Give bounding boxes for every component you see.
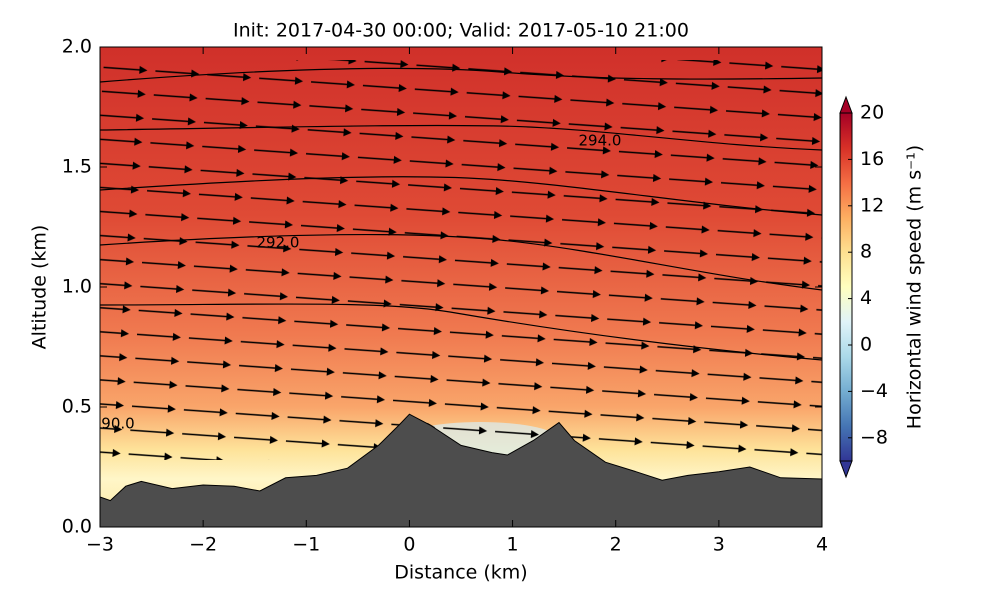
y-tick-label: 2.0: [62, 36, 92, 58]
x-tick-label: 4: [816, 534, 828, 556]
colorbar-tick-label: −8: [860, 426, 888, 448]
colorbar-label: Horizontal wind speed (m s⁻¹): [904, 145, 926, 429]
y-tick-label: 0.0: [62, 516, 92, 538]
colorbar-tick-label: 4: [860, 287, 872, 309]
x-tick-label: −1: [292, 534, 320, 556]
x-tick-label: −2: [189, 534, 217, 556]
colorbar-tick-label: 16: [860, 148, 884, 170]
contour-label: 90.0: [101, 415, 134, 433]
wind-vectors: [100, 60, 822, 460]
wind-field: [100, 47, 822, 527]
colorbar-extend-top: [839, 95, 853, 114]
colorbar-extend-bottom: [839, 460, 853, 479]
chart-title: Init: 2017-04-30 00:00; Valid: 2017-05-1…: [233, 20, 689, 42]
y-tick-label: 1.5: [62, 156, 92, 178]
isentropes: [100, 67, 822, 361]
x-tick-label: −3: [86, 534, 114, 556]
y-tick-label: 1.0: [62, 276, 92, 298]
colorbar-tick-label: −4: [860, 380, 888, 402]
x-tick-label: 0: [403, 534, 415, 556]
colorbar-tick-label: 20: [860, 102, 884, 124]
terrain: [100, 413, 822, 527]
colorbar-tick-label: 12: [860, 194, 884, 216]
y-axis-label: Altitude (km): [29, 225, 51, 350]
x-tick-label: 2: [610, 534, 622, 556]
contour-label: 292.0: [257, 234, 300, 252]
y-tick-label: 0.5: [62, 396, 92, 418]
x-axis-label: Distance (km): [394, 562, 527, 584]
colorbar-tick-label: 0: [860, 334, 872, 356]
contour-label: 294.0: [579, 132, 622, 150]
x-tick-label: 3: [713, 534, 725, 556]
colorbar: [839, 112, 853, 462]
colorbar-tick-label: 8: [860, 241, 872, 263]
x-tick-label: 1: [507, 534, 519, 556]
